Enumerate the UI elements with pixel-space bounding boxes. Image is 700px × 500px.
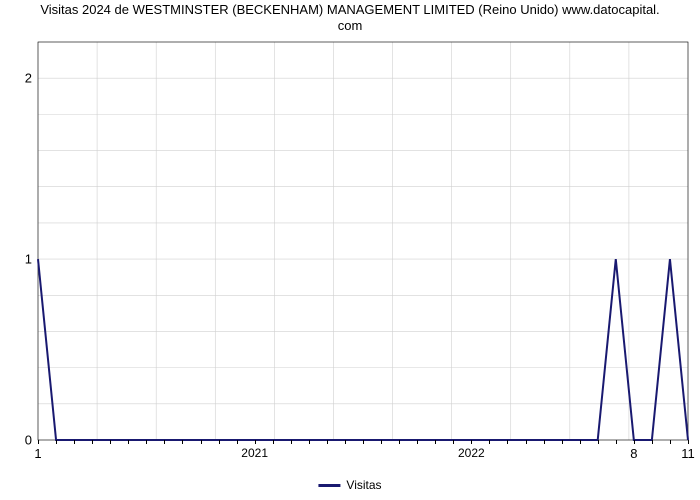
x-minor-tick bbox=[92, 440, 93, 444]
plot-svg bbox=[38, 42, 688, 440]
y-tick-label: 0 bbox=[25, 433, 32, 448]
x-minor-tick bbox=[38, 440, 39, 444]
x-minor-tick bbox=[182, 440, 183, 444]
y-tick-label: 1 bbox=[25, 252, 32, 267]
x-tick-label: 2021 bbox=[241, 446, 268, 460]
x-minor-tick bbox=[110, 440, 111, 444]
legend-swatch bbox=[318, 484, 340, 487]
legend-label: Visitas bbox=[346, 478, 381, 492]
x-minor-tick bbox=[417, 440, 418, 444]
x-tick-label: 8 bbox=[630, 446, 637, 461]
x-minor-tick bbox=[273, 440, 274, 444]
x-minor-tick bbox=[164, 440, 165, 444]
x-minor-tick bbox=[471, 440, 472, 444]
x-minor-tick bbox=[399, 440, 400, 444]
x-minor-tick bbox=[688, 440, 689, 444]
x-minor-tick bbox=[634, 440, 635, 444]
y-tick-label: 2 bbox=[25, 71, 32, 86]
x-minor-tick bbox=[56, 440, 57, 444]
x-minor-tick bbox=[453, 440, 454, 444]
x-tick-label: 11 bbox=[681, 446, 695, 461]
chart-title-line1: Visitas 2024 de WESTMINSTER (BECKENHAM) … bbox=[40, 2, 659, 17]
x-minor-tick bbox=[489, 440, 490, 444]
plot-area: 012120212022811 bbox=[38, 42, 688, 440]
x-minor-tick bbox=[507, 440, 508, 444]
x-minor-tick bbox=[652, 440, 653, 444]
x-minor-tick bbox=[363, 440, 364, 444]
x-minor-tick bbox=[128, 440, 129, 444]
x-minor-tick bbox=[381, 440, 382, 444]
x-minor-tick bbox=[616, 440, 617, 444]
x-minor-tick bbox=[219, 440, 220, 444]
x-minor-tick bbox=[562, 440, 563, 444]
x-minor-tick bbox=[526, 440, 527, 444]
x-minor-tick bbox=[255, 440, 256, 444]
x-minor-tick bbox=[237, 440, 238, 444]
x-minor-tick bbox=[435, 440, 436, 444]
x-tick-label: 2022 bbox=[458, 446, 485, 460]
x-minor-tick bbox=[327, 440, 328, 444]
x-minor-tick bbox=[74, 440, 75, 444]
x-minor-tick bbox=[291, 440, 292, 444]
x-minor-tick bbox=[544, 440, 545, 444]
x-minor-tick bbox=[345, 440, 346, 444]
x-minor-tick bbox=[309, 440, 310, 444]
chart-title-line2: com bbox=[338, 18, 363, 33]
legend: Visitas bbox=[318, 478, 381, 492]
x-minor-tick bbox=[670, 440, 671, 444]
x-minor-tick bbox=[146, 440, 147, 444]
x-minor-tick bbox=[580, 440, 581, 444]
x-minor-tick bbox=[598, 440, 599, 444]
chart-title: Visitas 2024 de WESTMINSTER (BECKENHAM) … bbox=[0, 2, 700, 35]
x-tick-label: 1 bbox=[34, 446, 41, 461]
x-minor-tick bbox=[201, 440, 202, 444]
